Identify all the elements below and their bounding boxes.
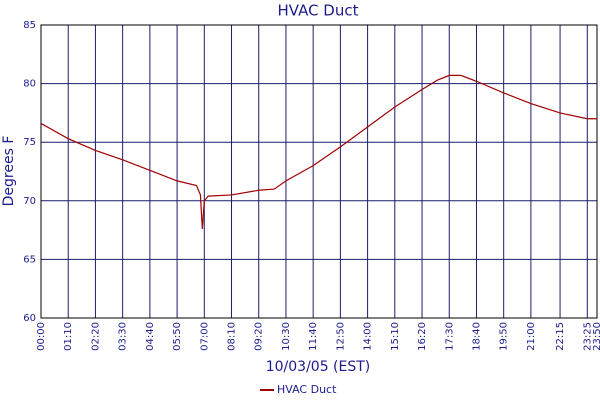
x-tick-label: 11:40: [308, 322, 319, 351]
x-tick-label: 08:10: [227, 322, 238, 351]
x-tick-label: 05:50: [172, 322, 183, 351]
x-tick-label: 17:30: [444, 322, 455, 351]
y-axis-label: Degrees F: [1, 136, 17, 207]
x-tick-label: 01:10: [63, 322, 74, 351]
legend-label: HVAC Duct: [277, 383, 337, 396]
x-tick-label: 00:00: [36, 322, 47, 351]
x-tick-label: 15:10: [390, 322, 401, 351]
y-tick-label: 85: [23, 20, 36, 31]
x-tick-label: 22:15: [555, 322, 566, 351]
x-tick-label: 16:20: [417, 322, 428, 351]
x-tick-label: 07:00: [199, 322, 210, 351]
y-tick-label: 75: [23, 137, 36, 148]
plot-border: [40, 24, 598, 319]
y-tick-label: 70: [23, 196, 36, 207]
x-tick-label: 19:50: [499, 322, 510, 351]
chart-title: HVAC Duct: [277, 2, 358, 20]
x-tick-label: 12:50: [335, 322, 346, 351]
y-tick-label: 65: [23, 254, 36, 265]
x-tick-label: 18:40: [471, 322, 482, 351]
x-tick-label: 02:20: [90, 322, 101, 351]
x-axis-label: 10/03/05 (EST): [266, 359, 371, 375]
x-tick-label: 23:25: [582, 322, 593, 351]
data-line: [40, 74, 597, 229]
x-tick-label: 23:50: [592, 322, 600, 351]
x-tick-label: 03:30: [118, 322, 129, 351]
x-tick-label: 21:00: [526, 322, 537, 351]
x-tick-label: 14:00: [363, 322, 374, 351]
y-tick-label: 80: [23, 79, 36, 90]
x-tick-label: 10:30: [281, 322, 292, 351]
y-tick-label: 60: [23, 313, 36, 324]
x-tick-label: 09:20: [254, 322, 265, 351]
x-tick-label: 04:40: [145, 322, 156, 351]
